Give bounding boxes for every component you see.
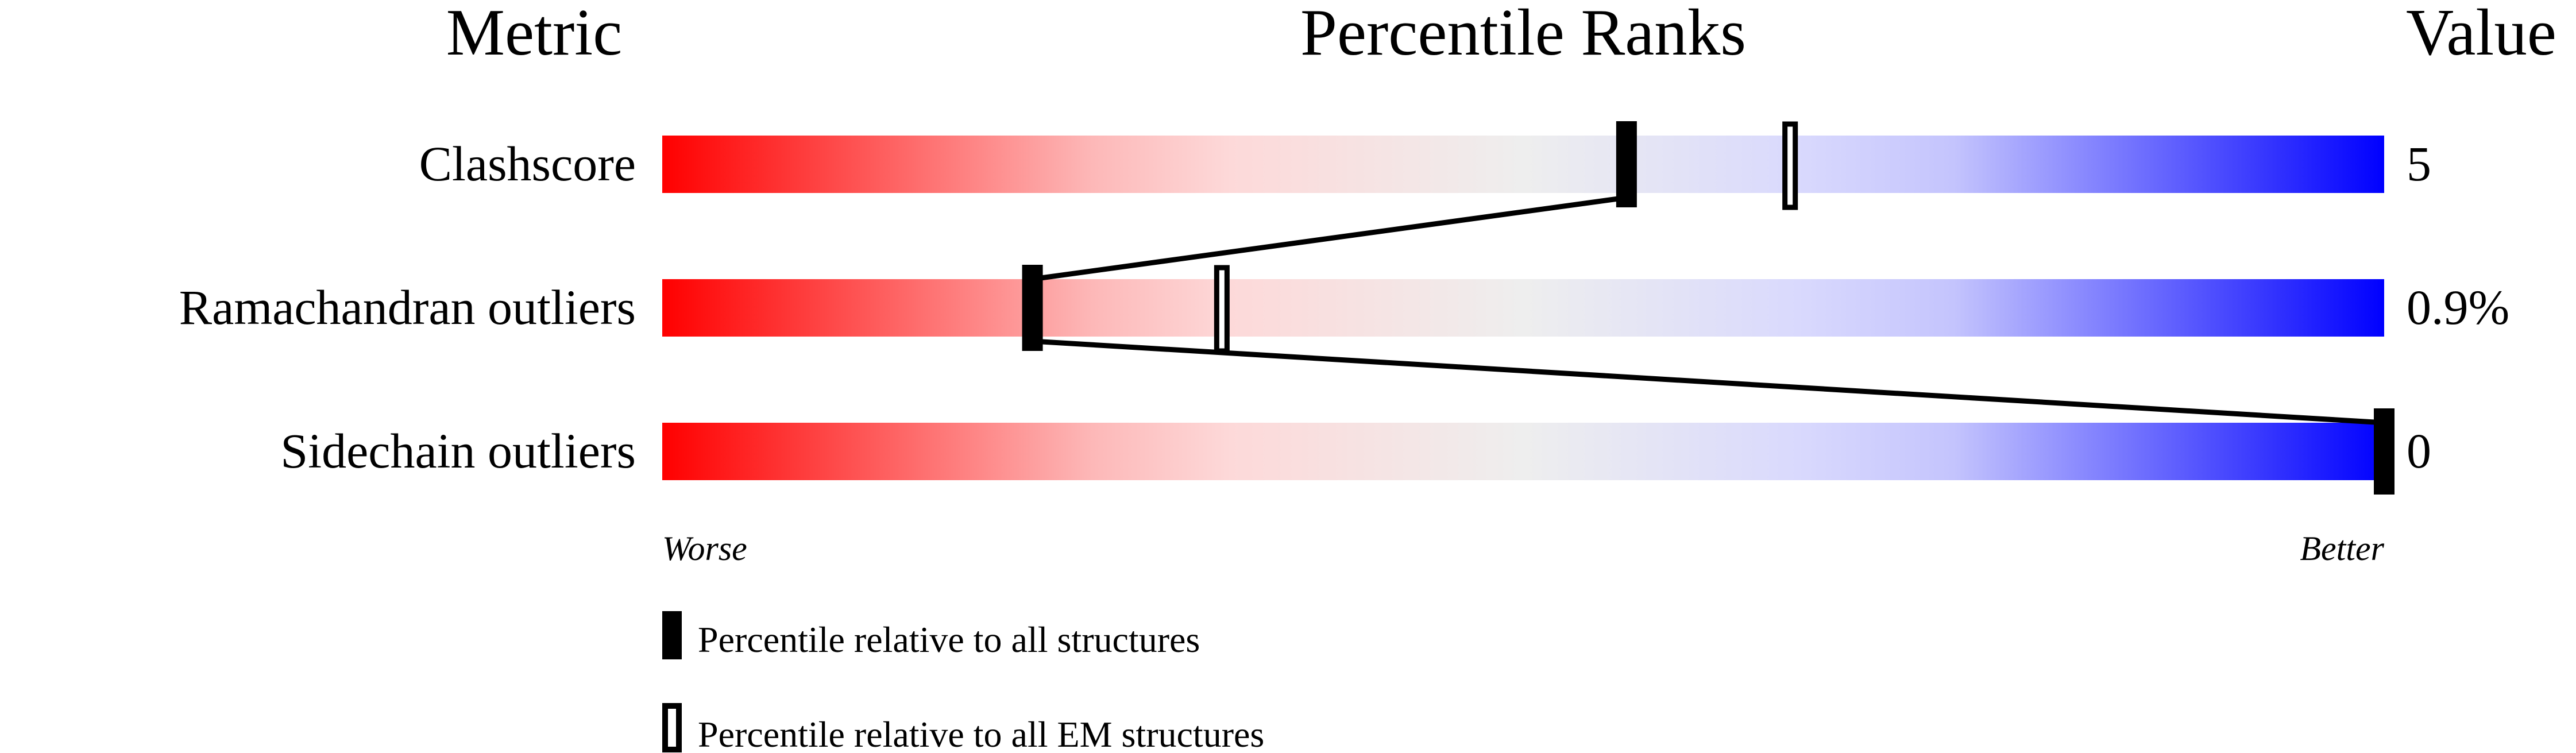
axis-label-better: Better bbox=[2300, 530, 2384, 567]
metric-value: 0.9% bbox=[2407, 280, 2509, 335]
legend-all-structures: Percentile relative to all structures bbox=[698, 619, 1200, 660]
legend-open-marker bbox=[662, 703, 682, 752]
header-metric: Metric bbox=[446, 0, 623, 69]
metric-value: 0 bbox=[2407, 423, 2431, 478]
percentile-bar bbox=[662, 279, 2384, 337]
metric-label: Ramachandran outliers bbox=[179, 280, 636, 335]
connector-line bbox=[1032, 195, 1627, 282]
header-percentile-ranks: Percentile Ranks bbox=[1300, 0, 1746, 69]
percentile-em-marker bbox=[1782, 121, 1798, 210]
metric-label: Sidechain outliers bbox=[280, 423, 636, 478]
legend-filled-marker bbox=[662, 611, 682, 659]
percentile-bar bbox=[662, 136, 2384, 193]
percentile-bar bbox=[662, 423, 2384, 480]
percentile-all-marker bbox=[1616, 121, 1637, 207]
header-value: Value bbox=[2406, 0, 2556, 69]
percentile-em-marker bbox=[1214, 265, 1230, 354]
metric-label: Clashscore bbox=[419, 136, 636, 191]
legend-em-structures: Percentile relative to all EM structures bbox=[698, 714, 1264, 753]
axis-label-worse: Worse bbox=[662, 530, 747, 567]
metric-value: 5 bbox=[2407, 136, 2431, 191]
connector-line bbox=[1032, 338, 2385, 426]
